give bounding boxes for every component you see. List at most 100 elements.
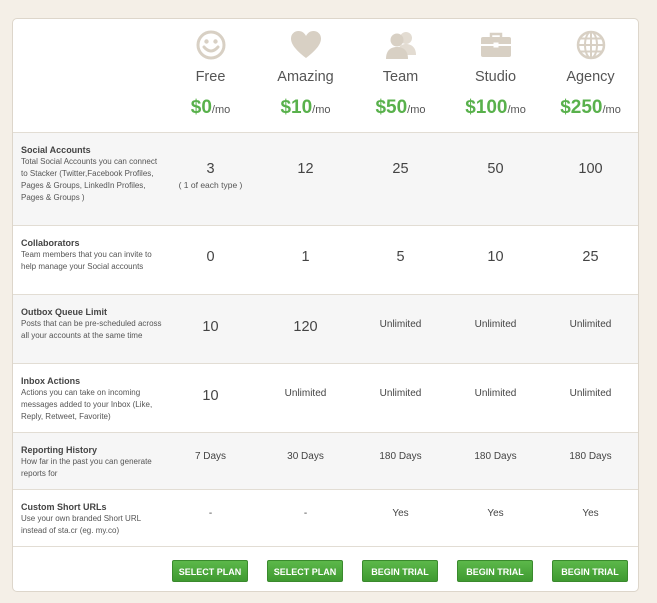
- feature-value: 180 Days: [353, 451, 448, 462]
- value-text: 10: [202, 388, 219, 404]
- feature-row: Collaborators Team members that you can i…: [13, 225, 638, 294]
- smiley-icon: [163, 29, 258, 61]
- feature-value: 7 Days: [163, 451, 258, 462]
- begin-trial-button-agency[interactable]: BEGIN TRIAL: [552, 560, 628, 582]
- plan-column-amazing: Amazing $10/mo: [258, 19, 353, 132]
- price-period: /mo: [211, 104, 231, 116]
- value-text: 50: [487, 161, 504, 177]
- value-text: 10: [487, 249, 504, 265]
- price-amount: $0: [190, 97, 212, 118]
- value-text: 25: [582, 249, 599, 265]
- feature-title: Collaborators: [21, 238, 80, 248]
- plan-price: $250/mo: [543, 97, 638, 119]
- plan-header: Free $0/mo Amazing $10/mo Team $50/mo Studio $1…: [13, 19, 638, 132]
- value-text: 5: [396, 249, 405, 265]
- feature-row: Outbox Queue Limit Posts that can be pre-…: [13, 294, 638, 363]
- begin-trial-button-team[interactable]: BEGIN TRIAL: [362, 560, 438, 582]
- price-amount: $10: [280, 97, 313, 118]
- feature-label: Reporting History How far in the past you…: [21, 444, 163, 480]
- feature-value: -: [163, 508, 258, 519]
- value-text: 7 Days: [194, 451, 227, 462]
- feature-value: 50: [448, 161, 543, 177]
- feature-description: Posts that can be pre-scheduled across a…: [21, 319, 162, 340]
- feature-title: Social Accounts: [21, 145, 91, 155]
- plan-name: Studio: [474, 69, 517, 85]
- feature-value: Unlimited: [448, 388, 543, 399]
- plan-name: Free: [195, 69, 226, 85]
- feature-label: Inbox Actions Actions you can take on inc…: [21, 375, 163, 423]
- feature-description: Total Social Accounts you can connect to…: [21, 157, 158, 202]
- feature-value: 25: [353, 161, 448, 177]
- feature-label: Outbox Queue Limit Posts that can be pre-…: [21, 306, 163, 342]
- value-text: -: [208, 508, 213, 519]
- feature-value: 30 Days: [258, 451, 353, 462]
- value-text: Unlimited: [474, 388, 517, 399]
- value-text: Yes: [392, 508, 409, 519]
- feature-row: Inbox Actions Actions you can take on inc…: [13, 363, 638, 432]
- feature-description: Team members that you can invite to help…: [21, 250, 152, 271]
- feature-value: 10: [163, 388, 258, 404]
- plan-name: Team: [382, 69, 419, 85]
- feature-title: Custom Short URLs: [21, 502, 107, 512]
- begin-trial-button-studio[interactable]: BEGIN TRIAL: [457, 560, 533, 582]
- value-text: Yes: [487, 508, 504, 519]
- value-text: 1: [301, 249, 310, 265]
- feature-value: Yes: [543, 508, 638, 519]
- price-amount: $100: [465, 97, 508, 118]
- value-text: 10: [202, 319, 219, 335]
- feature-value: Unlimited: [258, 388, 353, 399]
- select-plan-button-amazing[interactable]: SELECT PLAN: [267, 560, 343, 582]
- feature-value: 10: [448, 249, 543, 265]
- feature-value: Yes: [353, 508, 448, 519]
- value-text: 180 Days: [474, 451, 517, 462]
- feature-row: Social Accounts Total Social Accounts you…: [13, 132, 638, 225]
- value-text: Unlimited: [284, 388, 327, 399]
- plan-price: $10/mo: [258, 97, 353, 119]
- feature-description: Actions you can take on incoming message…: [21, 388, 153, 421]
- plan-column-team: Team $50/mo: [353, 19, 448, 132]
- feature-value: 100: [543, 161, 638, 177]
- feature-value: 3 ( 1 of each type ): [163, 161, 258, 190]
- price-period: /mo: [602, 104, 621, 116]
- feature-value: Unlimited: [543, 388, 638, 399]
- feature-value: Yes: [448, 508, 543, 519]
- briefcase-icon: [448, 29, 543, 61]
- price-period: /mo: [507, 104, 526, 116]
- feature-value: 0: [163, 249, 258, 265]
- select-plan-button-free[interactable]: SELECT PLAN: [172, 560, 248, 582]
- feature-label: Social Accounts Total Social Accounts you…: [21, 144, 163, 204]
- value-text: Unlimited: [569, 388, 612, 399]
- plan-column-agency: Agency $250/mo: [543, 19, 638, 132]
- value-text: 120: [293, 319, 318, 335]
- feature-title: Reporting History: [21, 445, 98, 455]
- plan-column-studio: Studio $100/mo: [448, 19, 543, 132]
- value-text: 180 Days: [379, 451, 422, 462]
- globe-icon: [543, 29, 638, 61]
- value-text: 180 Days: [569, 451, 612, 462]
- price-period: /mo: [312, 104, 331, 116]
- value-text: Yes: [582, 508, 599, 519]
- feature-description: How far in the past you can generate rep…: [21, 457, 152, 478]
- plan-column-free: Free $0/mo: [163, 19, 258, 132]
- value-text: Unlimited: [569, 319, 612, 330]
- value-note: ( 1 of each type ): [178, 180, 243, 190]
- team-icon: [353, 29, 448, 61]
- feature-value: 12: [258, 161, 353, 177]
- feature-value: Unlimited: [353, 319, 448, 330]
- feature-title: Inbox Actions: [21, 376, 81, 386]
- plan-buttons: SELECT PLAN SELECT PLAN BEGIN TRIAL BEGIN T…: [13, 546, 638, 591]
- value-text: Unlimited: [474, 319, 517, 330]
- value-text: Unlimited: [379, 319, 422, 330]
- feature-value: 10: [163, 319, 258, 335]
- feature-value: Unlimited: [448, 319, 543, 330]
- price-amount: $250: [560, 97, 603, 118]
- feature-value: 25: [543, 249, 638, 265]
- plan-price: $50/mo: [353, 97, 448, 119]
- plan-price: $0/mo: [163, 97, 258, 119]
- plan-name: Agency: [566, 69, 615, 85]
- price-period: /mo: [407, 104, 426, 116]
- plan-price: $100/mo: [448, 97, 543, 119]
- pricing-table: Free $0/mo Amazing $10/mo Team $50/mo Studio $1…: [12, 18, 639, 592]
- feature-value: Unlimited: [543, 319, 638, 330]
- feature-label: Custom Short URLs Use your own branded Sh…: [21, 501, 163, 537]
